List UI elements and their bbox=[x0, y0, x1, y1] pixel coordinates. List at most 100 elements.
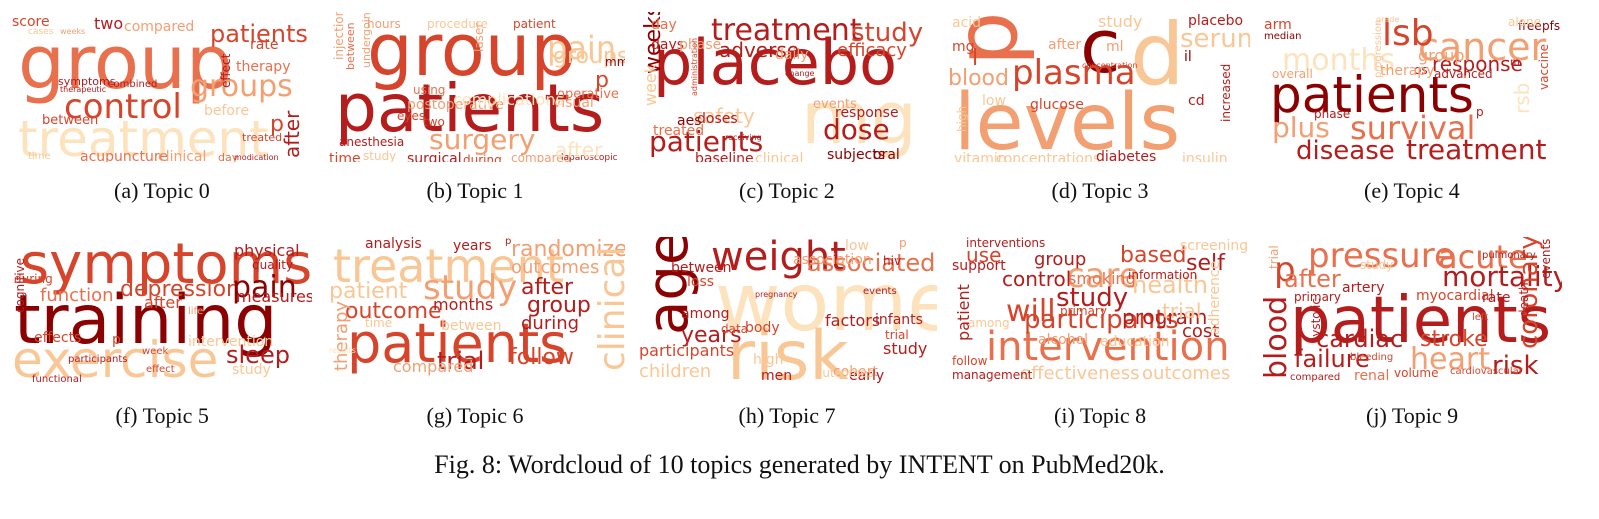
wordcloud-word: weeks bbox=[60, 27, 86, 36]
wordcloud-panel-topic-6: patientstreatmentstudytrialrandomizedout… bbox=[325, 237, 625, 387]
wordcloud-word: response bbox=[835, 105, 899, 121]
wordcloud-word: years bbox=[681, 323, 742, 348]
wordcloud-word: score bbox=[12, 14, 50, 30]
wordcloud-word: groups bbox=[553, 44, 625, 69]
wordcloud-word: group bbox=[1418, 46, 1465, 65]
wordcloud-word: failure bbox=[1294, 345, 1370, 373]
wordcloud-word: cost bbox=[1182, 321, 1220, 342]
wordcloud-word: sleep bbox=[226, 341, 290, 369]
wordcloud-word: rsb bbox=[1510, 82, 1534, 114]
wordcloud-word: program bbox=[1122, 305, 1208, 329]
wordcloud-image: patients cancer lsb months survival treatment… bbox=[1262, 12, 1562, 162]
wordcloud-word: myocardial bbox=[1416, 288, 1494, 304]
wordcloud-word: group bbox=[527, 293, 591, 318]
wordcloud-word: study bbox=[1098, 12, 1143, 31]
subfigure-caption: (j) Topic 9 bbox=[1366, 403, 1459, 428]
wordcloud-word: mm bbox=[605, 55, 625, 69]
wordcloud-word: treatment bbox=[711, 13, 862, 48]
wordcloud-panel-topic-9: patients pressure acute mortality p after card… bbox=[1262, 237, 1562, 387]
wordcloud-word: rate bbox=[1482, 290, 1511, 306]
wordcloud-word: surgery bbox=[429, 123, 536, 156]
wordcloud-word: lsb bbox=[1382, 13, 1434, 54]
subfigure-caption: (b) Topic 1 bbox=[426, 178, 524, 203]
wordcloud-word: phase bbox=[1314, 107, 1351, 121]
wordcloud-word: between bbox=[671, 260, 732, 276]
wordcloud-word: function bbox=[40, 285, 114, 306]
wordcloud-word: treated bbox=[653, 123, 705, 139]
wordcloud-image: patients pressure acute mortality p after card… bbox=[1262, 237, 1562, 387]
wordcloud-word: risk bbox=[1492, 351, 1539, 381]
wordcloud-word: pain bbox=[547, 29, 617, 67]
wordcloud-word: concentration bbox=[1082, 61, 1138, 70]
wordcloud-word: information bbox=[1128, 268, 1198, 282]
subfigure-caption: (e) Topic 4 bbox=[1364, 178, 1460, 203]
wordcloud-word: acid bbox=[952, 15, 982, 31]
wordcloud-word: volume bbox=[1394, 366, 1439, 380]
wordcloud-word: plasma bbox=[1012, 53, 1136, 93]
wordcloud-word: data bbox=[721, 322, 749, 336]
wordcloud-word: management bbox=[952, 368, 1033, 382]
wordcloud-word: p bbox=[1274, 250, 1296, 290]
wordcloud-word: control bbox=[64, 87, 182, 127]
wordcloud-word: undergoing bbox=[360, 12, 373, 68]
wordcloud-word: before bbox=[204, 103, 250, 119]
wordcloud-word: women bbox=[715, 256, 937, 349]
wordcloud-word: cognitive bbox=[13, 257, 27, 313]
wordcloud-word: therapy bbox=[236, 59, 291, 75]
wordcloud-word: factors bbox=[825, 311, 881, 330]
wordcloud-word: randomized bbox=[511, 237, 625, 262]
subfigure-caption: (a) Topic 0 bbox=[114, 178, 210, 203]
wordcloud-word: two bbox=[94, 14, 124, 33]
wordcloud-word: ml bbox=[1106, 39, 1124, 55]
wordcloud-word: clinical bbox=[158, 149, 207, 162]
wordcloud-word: arm bbox=[1264, 17, 1292, 33]
wordcloud-word: study bbox=[1056, 283, 1129, 313]
wordcloud-word: blood bbox=[1262, 295, 1294, 379]
wordcloud-word: alone bbox=[1508, 15, 1542, 29]
wordcloud-word: mortality bbox=[1442, 260, 1562, 293]
wordcloud-word: il bbox=[1184, 49, 1192, 65]
wordcloud-word: os bbox=[1414, 63, 1428, 77]
figure-caption: Fig. 8: Wordcloud of 10 topics generated… bbox=[434, 450, 1165, 479]
wordcloud-word: therapy bbox=[1380, 63, 1435, 79]
wordcloud-word: d bbox=[1130, 12, 1185, 105]
wordcloud-image: group patients pain surgery groups postoperat… bbox=[325, 12, 625, 162]
wordcloud-word: compared bbox=[124, 19, 195, 35]
wordcloud-word: after bbox=[1284, 265, 1341, 293]
wordcloud-word: intervention bbox=[188, 334, 274, 350]
wordcloud-word: control bbox=[1002, 267, 1072, 291]
wordcloud-word: receiving bbox=[725, 133, 762, 142]
wordcloud-word: change bbox=[785, 69, 815, 78]
wordcloud-word: safety bbox=[693, 104, 755, 128]
wordcloud-word: advanced bbox=[1434, 67, 1493, 81]
wordcloud-word: group bbox=[367, 12, 577, 92]
wordcloud-word: m bbox=[1510, 57, 1520, 68]
wordcloud-panel-topic-5: training symptoms exercise depression pain ph… bbox=[12, 237, 312, 387]
wordcloud-word: acupuncture bbox=[80, 149, 168, 162]
wordcloud-word: placebo bbox=[1188, 13, 1244, 29]
wordcloud-word: combined bbox=[108, 79, 158, 90]
wordcloud-word: depression bbox=[120, 277, 241, 302]
wordcloud-word: use bbox=[966, 243, 1002, 267]
wordcloud-word: treated bbox=[242, 131, 283, 144]
wordcloud-word: therapy bbox=[331, 300, 352, 371]
wordcloud-word: compared bbox=[511, 151, 572, 162]
wordcloud-word: postoperative bbox=[407, 97, 504, 113]
wordcloud-word: compared bbox=[393, 357, 474, 376]
wordcloud-word: low bbox=[982, 93, 1006, 109]
wordcloud-word: trial bbox=[437, 347, 485, 375]
wordcloud-word: p bbox=[112, 332, 121, 348]
wordcloud-word: analysis bbox=[365, 237, 422, 252]
wordcloud-word: week bbox=[641, 63, 660, 106]
wordcloud-word: outcome bbox=[345, 299, 442, 324]
wordcloud-word: during bbox=[14, 272, 53, 286]
wordcloud-word: insulin bbox=[1182, 151, 1228, 162]
wordcloud-word: treatment bbox=[1406, 133, 1547, 163]
wordcloud-word: training bbox=[14, 281, 278, 360]
wordcloud-image: levelscdptplasmabloodserumstudyplaceboac… bbox=[950, 12, 1250, 162]
wordcloud-word: trial bbox=[885, 328, 909, 342]
wordcloud-word: acute bbox=[1438, 238, 1528, 276]
wordcloud-word: during bbox=[463, 153, 502, 162]
wordcloud-word: functional bbox=[32, 374, 82, 385]
wordcloud-word: administration bbox=[690, 37, 699, 96]
